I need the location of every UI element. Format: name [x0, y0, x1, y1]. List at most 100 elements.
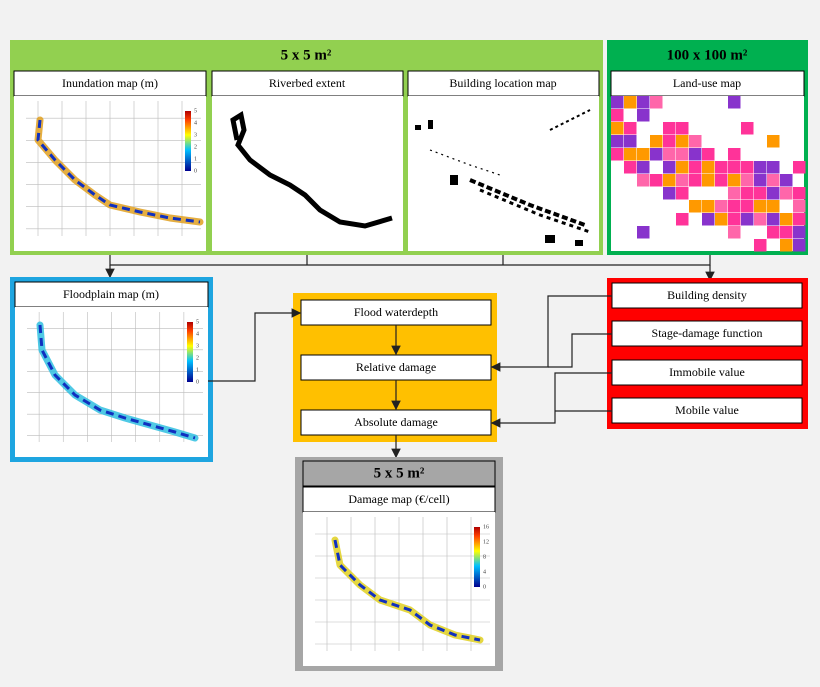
- land-use-cell: [702, 200, 715, 213]
- colorbar-label: 12: [483, 539, 489, 545]
- land-use-cell: [793, 226, 806, 239]
- land-use-cell: [637, 226, 650, 239]
- land-use-cell: [728, 174, 741, 187]
- panel-title: Riverbed extent: [269, 76, 346, 90]
- process-label: Absolute damage: [354, 415, 438, 429]
- land-use-cell: [650, 135, 663, 148]
- land-use-cell: [780, 213, 793, 226]
- land-use-cell: [702, 148, 715, 161]
- land-use-cell: [741, 122, 754, 135]
- land-use-cell: [637, 96, 650, 109]
- panel-title: Inundation map (m): [62, 76, 158, 90]
- colorbar-label: 8: [483, 554, 486, 560]
- land-use-cell: [702, 174, 715, 187]
- colorbar-label: 1: [196, 367, 199, 373]
- input-label: Stage-damage function: [652, 326, 763, 340]
- colorbar: [474, 527, 480, 587]
- land-use-cell: [741, 187, 754, 200]
- colorbar-label: 3: [196, 343, 199, 349]
- land-use-cell: [637, 161, 650, 174]
- land-use-cell: [741, 174, 754, 187]
- flood-core: [36, 119, 201, 224]
- land-use-cell: [793, 161, 806, 174]
- land-use-cell: [793, 200, 806, 213]
- land-use-cell: [780, 187, 793, 200]
- land-use-cell: [637, 148, 650, 161]
- land-use-cell: [780, 239, 793, 252]
- land-use-cell: [689, 148, 702, 161]
- land-use-cell: [715, 161, 728, 174]
- arrow: [490, 295, 612, 372]
- panel-label: [610, 70, 805, 97]
- land-use-cell: [767, 226, 780, 239]
- land-use-cell: [754, 187, 767, 200]
- colorbar-label: 2: [194, 144, 197, 150]
- land-use-cell: [611, 96, 624, 109]
- input-box: [611, 320, 803, 347]
- colorbar-label: 0: [196, 379, 199, 385]
- land-use-cell: [702, 213, 715, 226]
- panel-label: [14, 281, 209, 308]
- land-use-cell: [715, 174, 728, 187]
- buildings: [415, 109, 591, 246]
- land-use-cell: [741, 200, 754, 213]
- land-use-cell: [637, 109, 650, 122]
- flood-core: [333, 539, 481, 642]
- land-use-cell: [715, 200, 728, 213]
- land-use-cell: [663, 122, 676, 135]
- process-label: Flood waterdepth: [354, 305, 438, 319]
- land-use-cell: [715, 213, 728, 226]
- input-label: Immobile value: [669, 365, 745, 379]
- input-box: [611, 359, 803, 386]
- land-use-cell: [728, 148, 741, 161]
- land-use-cell: [637, 174, 650, 187]
- land-use-cell: [767, 135, 780, 148]
- land-use-cell: [728, 213, 741, 226]
- colorbar-label: 5: [196, 319, 199, 325]
- land-use-cell: [767, 187, 780, 200]
- fine-header: 5 x 5 m²: [281, 47, 332, 63]
- land-use-cell: [754, 200, 767, 213]
- land-use-cell: [689, 174, 702, 187]
- land-use-cell: [650, 174, 663, 187]
- panel-label: [13, 70, 207, 97]
- land-use-cell: [676, 213, 689, 226]
- land-use-cell: [754, 174, 767, 187]
- land-use-cell: [754, 239, 767, 252]
- land-use-cell: [702, 161, 715, 174]
- arrow: [490, 372, 612, 428]
- land-use-cell: [676, 135, 689, 148]
- colorbar-label: 16: [483, 524, 489, 530]
- coarse-header: 100 x 100 m²: [667, 47, 748, 63]
- land-use-cell: [728, 226, 741, 239]
- land-use-cell: [793, 213, 806, 226]
- colorbar-label: 2: [196, 355, 199, 361]
- process-step: [300, 409, 492, 436]
- colorbar: [185, 111, 191, 171]
- land-use-cell: [663, 135, 676, 148]
- connector: [306, 255, 504, 265]
- land-use-cell: [611, 135, 624, 148]
- land-use-cell: [780, 174, 793, 187]
- panel-title: Floodplain map (m): [63, 287, 159, 301]
- colorbar-label: 4: [196, 331, 199, 337]
- land-use-cell: [728, 96, 741, 109]
- input-label: Mobile value: [675, 403, 739, 417]
- land-use-cell: [624, 161, 637, 174]
- land-use-cell: [650, 148, 663, 161]
- land-use-cell: [663, 148, 676, 161]
- connector: [109, 255, 711, 266]
- output-header-box: [302, 460, 496, 487]
- land-use-cell: [624, 148, 637, 161]
- land-use-cell: [676, 161, 689, 174]
- land-use-cell: [728, 187, 741, 200]
- land-use-cell: [780, 226, 793, 239]
- land-use-cell: [663, 174, 676, 187]
- output-header: 5 x 5 m²: [374, 465, 425, 481]
- land-use-cell: [754, 213, 767, 226]
- building-map: [408, 96, 599, 251]
- colorbar-label: 1: [194, 156, 197, 162]
- panel-label: [407, 70, 600, 97]
- land-use-cell: [650, 96, 663, 109]
- land-use-cell: [611, 148, 624, 161]
